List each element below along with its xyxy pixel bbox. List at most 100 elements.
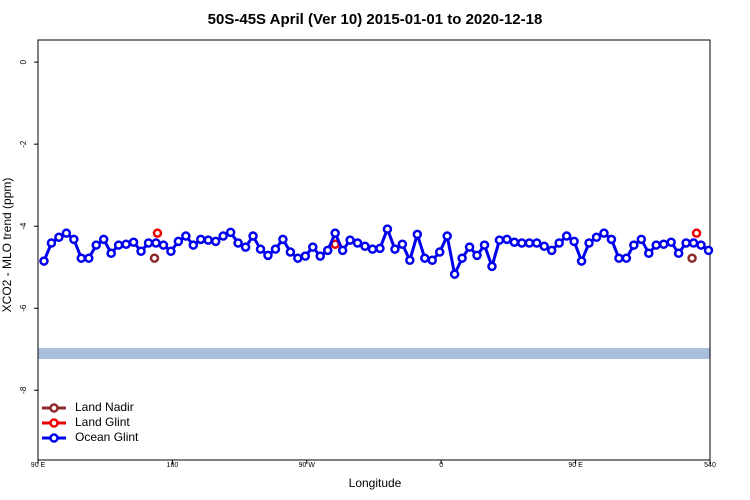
data-point xyxy=(278,234,288,245)
data-point xyxy=(658,239,669,250)
data-point xyxy=(285,247,296,257)
y-axis-label: XCO2 - MLO trend (ppm) xyxy=(0,178,14,313)
data-point xyxy=(188,240,199,250)
y-tick-label: -8 xyxy=(19,386,28,394)
y-tick-label: -6 xyxy=(19,304,28,312)
data-point xyxy=(532,238,542,248)
data-point xyxy=(113,240,124,250)
data-point xyxy=(621,253,632,263)
x-tick-label: 90 E xyxy=(31,462,46,469)
data-point xyxy=(337,245,348,256)
data-point xyxy=(517,238,527,248)
data-point xyxy=(61,228,72,238)
data-point xyxy=(263,250,273,261)
data-point xyxy=(128,237,139,247)
data-point xyxy=(360,241,370,252)
data-point xyxy=(166,246,176,256)
data-point xyxy=(196,234,206,245)
data-point xyxy=(149,253,160,263)
data-point xyxy=(691,228,702,238)
data-point xyxy=(98,234,109,245)
data-point xyxy=(121,239,131,250)
data-point xyxy=(308,242,318,252)
data-point xyxy=(210,236,221,247)
data-point xyxy=(293,253,303,263)
data-point xyxy=(151,238,161,248)
data-point xyxy=(614,253,624,263)
data-point xyxy=(666,237,676,247)
data-point xyxy=(606,234,617,245)
data-point xyxy=(173,236,184,247)
y-tick-label: 0 xyxy=(19,59,28,64)
x-tick-label: 90 W xyxy=(299,462,316,469)
data-point xyxy=(181,231,191,241)
legend-label: Land Glint xyxy=(75,415,130,429)
data-point xyxy=(629,240,639,250)
y-tick-label: -4 xyxy=(19,222,28,230)
data-point xyxy=(591,232,602,243)
chart-title: 50S-45S April (Ver 10) 2015-01-01 to 202… xyxy=(208,11,543,28)
data-point xyxy=(687,253,697,263)
data-point xyxy=(569,236,579,247)
y-tick-label: -2 xyxy=(19,140,28,148)
x-axis-label: Longitude xyxy=(349,476,402,490)
data-point xyxy=(367,244,378,254)
data-point xyxy=(46,238,57,248)
data-point xyxy=(352,238,363,248)
x-tick-label: 540 xyxy=(704,462,716,469)
data-point xyxy=(270,244,281,254)
data-point xyxy=(576,256,587,266)
data-point xyxy=(240,242,251,252)
data-point xyxy=(382,224,393,234)
data-point xyxy=(494,235,505,245)
data-point xyxy=(233,238,243,248)
data-point xyxy=(472,250,482,261)
data-point xyxy=(420,253,430,263)
data-point xyxy=(397,239,408,250)
data-point xyxy=(405,255,415,266)
data-point xyxy=(330,228,340,238)
series-connector xyxy=(445,235,457,275)
data-point xyxy=(54,232,64,243)
legend-label: Land Nadir xyxy=(75,400,134,414)
data-point xyxy=(300,251,311,261)
data-point xyxy=(143,238,154,248)
data-point xyxy=(225,227,236,238)
data-point xyxy=(375,243,385,254)
data-point xyxy=(703,245,714,256)
data-point xyxy=(688,238,699,248)
x-tick-label: 90 E xyxy=(568,462,583,469)
x-tick-label: 180 xyxy=(167,462,179,469)
data-point xyxy=(509,237,520,247)
data-point xyxy=(673,248,684,259)
data-point xyxy=(136,246,146,256)
legend-marker xyxy=(49,418,59,428)
coverage-band xyxy=(38,348,710,359)
data-point xyxy=(152,228,163,238)
data-point xyxy=(255,244,266,254)
data-point xyxy=(696,240,706,250)
data-point xyxy=(106,248,116,259)
data-point xyxy=(69,234,79,245)
data-point xyxy=(84,253,94,263)
data-point xyxy=(322,245,333,256)
data-point xyxy=(681,238,691,248)
data-point xyxy=(457,253,467,263)
data-point xyxy=(218,231,228,241)
data-point xyxy=(427,255,437,266)
data-point xyxy=(464,242,475,252)
data-point xyxy=(561,231,572,241)
data-point xyxy=(412,229,423,240)
x-tick-label: 0 xyxy=(439,462,443,469)
data-point xyxy=(644,248,654,259)
data-point xyxy=(479,240,490,250)
data-point xyxy=(434,247,445,257)
data-point xyxy=(502,234,512,245)
data-point xyxy=(315,251,325,261)
data-point xyxy=(546,245,557,256)
data-point xyxy=(539,241,549,252)
data-point xyxy=(390,244,400,254)
legend-label: Ocean Glint xyxy=(75,430,139,444)
data-point xyxy=(76,253,87,263)
data-point xyxy=(636,234,647,245)
